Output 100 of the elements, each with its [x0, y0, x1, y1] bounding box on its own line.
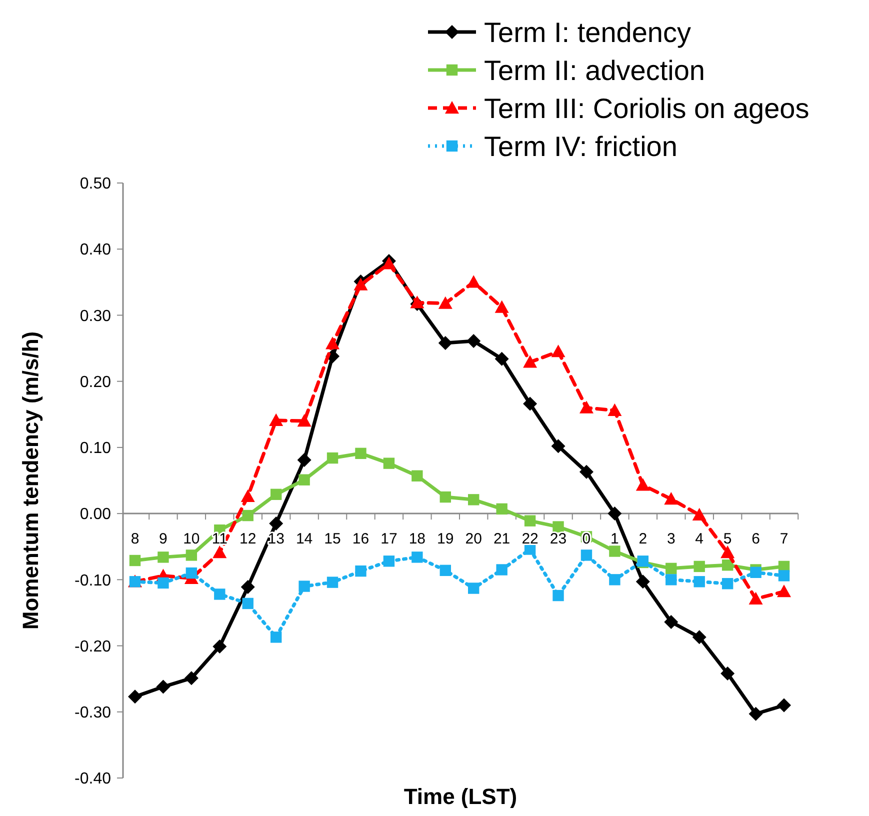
x-tick-label: 2 [638, 530, 648, 548]
point [692, 630, 706, 644]
y-tick-label: -0.30 [74, 704, 112, 722]
point [777, 584, 791, 598]
point [186, 550, 198, 561]
x-tick-label: 5 [723, 530, 732, 548]
point [212, 546, 227, 558]
legend-label: Term II: advection [484, 54, 705, 86]
point [298, 580, 310, 592]
point [440, 564, 451, 576]
point [551, 344, 566, 358]
point [666, 562, 677, 574]
point [552, 521, 564, 532]
point [579, 400, 594, 414]
x-tick-label: 12 [240, 530, 256, 548]
point [777, 698, 791, 712]
x-tick-label: 18 [408, 530, 426, 548]
x-tick-label: 4 [695, 530, 704, 548]
point [129, 554, 141, 566]
point [609, 546, 620, 557]
x-tick-label: 8 [130, 530, 140, 548]
point [664, 492, 678, 505]
point [128, 690, 142, 704]
point [354, 278, 368, 290]
y-tick-label: -0.20 [74, 638, 112, 656]
x-tick-label: 9 [159, 530, 168, 548]
point [466, 334, 481, 348]
point [778, 570, 790, 582]
y-tick-label: 0.20 [80, 374, 112, 391]
point [580, 550, 592, 561]
point [412, 552, 423, 563]
x-tick-label: 20 [465, 530, 482, 548]
point [608, 506, 622, 521]
point [720, 666, 735, 681]
y-tick-label: 0.40 [80, 242, 112, 259]
point [523, 355, 538, 368]
point [722, 560, 734, 571]
point [438, 296, 452, 309]
y-tick-label: -0.10 [74, 572, 112, 590]
x-tick-label: 15 [324, 530, 341, 548]
point [608, 403, 622, 416]
x-tick-label: 14 [296, 530, 313, 548]
point [242, 510, 254, 522]
point [609, 574, 620, 586]
y-tick-label: 0.10 [80, 440, 112, 458]
point [269, 516, 284, 530]
legend-label: Term III: Coriolis on ageos [484, 92, 810, 124]
point [156, 680, 170, 694]
point [269, 413, 284, 426]
y-tick-label: 0.30 [80, 308, 112, 325]
point [240, 489, 255, 502]
point [212, 639, 227, 654]
point [297, 414, 312, 427]
point [748, 592, 763, 604]
point [579, 464, 594, 479]
point [466, 275, 481, 288]
point [636, 478, 650, 491]
point [297, 453, 312, 468]
x-tick-label: 19 [437, 530, 454, 548]
point [692, 508, 706, 520]
point [412, 470, 423, 482]
point [664, 614, 678, 629]
point [158, 577, 169, 589]
point [242, 598, 254, 610]
point [158, 552, 169, 563]
point [186, 567, 198, 579]
point [694, 576, 705, 588]
x-tick-label: 21 [493, 530, 510, 548]
point [355, 565, 366, 577]
x-tick-label: 16 [352, 530, 370, 548]
point [383, 458, 395, 469]
legend-label: Term IV: friction [484, 130, 678, 162]
point [636, 574, 650, 589]
point [326, 336, 340, 350]
point [496, 564, 508, 576]
x-tick-label: 17 [380, 530, 398, 548]
point [494, 352, 509, 366]
point [214, 588, 226, 600]
x-tick-label: 22 [522, 530, 538, 548]
x-tick-label: 23 [550, 530, 567, 548]
point [552, 590, 564, 602]
point [298, 474, 310, 486]
y-axis-title: Momentum tendency (m/s/h) [18, 331, 43, 630]
x-tick-label: 1 [610, 530, 619, 548]
x-tick-label: 7 [780, 530, 788, 548]
y-tick-label: 0.00 [80, 506, 112, 524]
x-tick-label: 10 [183, 530, 200, 548]
point [524, 515, 536, 526]
point [383, 556, 395, 567]
point [326, 576, 338, 588]
x-tick-label: 3 [666, 530, 676, 548]
point [496, 503, 508, 515]
point [494, 300, 509, 313]
point [720, 546, 735, 558]
legend-label: Term I: tendency [484, 16, 691, 48]
point [468, 494, 480, 506]
point [666, 574, 677, 586]
point [240, 580, 255, 594]
point [468, 582, 480, 594]
point [355, 448, 366, 459]
